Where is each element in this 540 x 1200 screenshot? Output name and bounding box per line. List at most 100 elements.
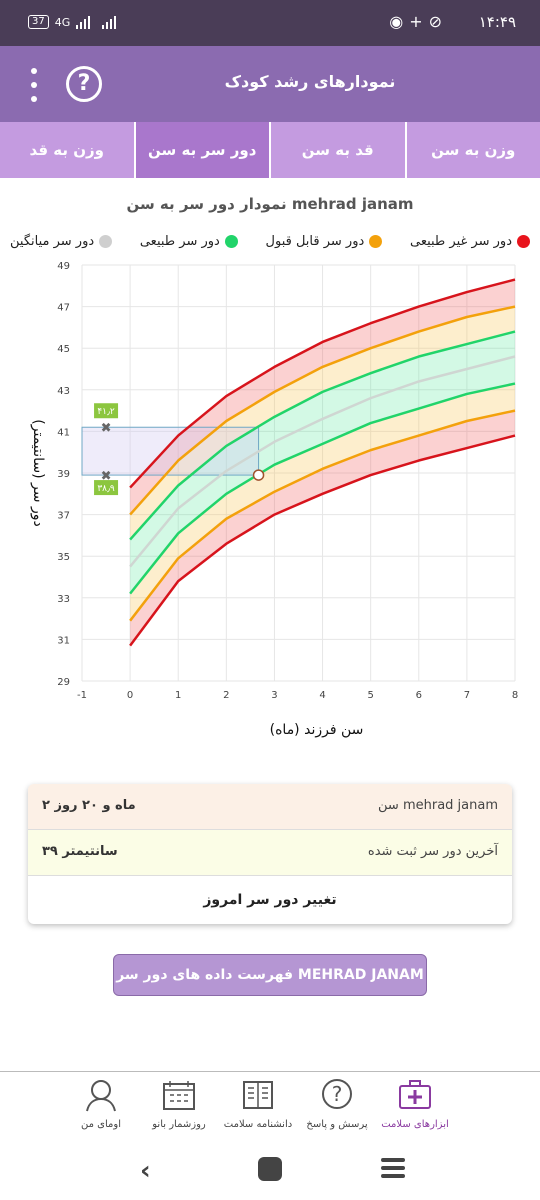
last-measurement-label: آخرین دور سر ثبت شده xyxy=(367,844,498,859)
change-today-button[interactable]: تغییر دور سر امروز xyxy=(203,892,337,908)
x-tick-label: 6 xyxy=(416,690,422,701)
x-tick-label: 5 xyxy=(367,690,373,701)
x-tick-label: 7 xyxy=(464,690,470,701)
nav-label-health-tools: ابزارهای سلامت xyxy=(381,1119,449,1130)
book-icon xyxy=(243,1081,273,1109)
y-tick-label: 33 xyxy=(57,594,70,605)
data-list-button[interactable]: فهرست داده های دور سر MEHRAD JANAM xyxy=(113,954,427,996)
last-measurement-value: ۳۹ سانتیمتر xyxy=(42,844,118,859)
last-measurement-row: آخرین دور سر ثبت شده ۳۹ سانتیمتر xyxy=(28,830,512,876)
marker-badge-label-1: ۳۸٫۹ xyxy=(97,484,115,494)
y-tick-label: 39 xyxy=(57,469,70,480)
series-line-5 xyxy=(129,305,516,516)
calendar-icon xyxy=(163,1081,195,1110)
svg-text:?: ? xyxy=(332,1082,343,1106)
clock: ۱۴:۴۹ xyxy=(478,13,516,31)
band-fill xyxy=(130,306,515,540)
legend-dot-normal xyxy=(224,235,238,248)
woman-avatar-icon xyxy=(86,1080,116,1112)
band-fill xyxy=(130,279,515,515)
notification-icons: ◉+⊘ xyxy=(389,12,448,31)
home-icon[interactable] xyxy=(258,1157,282,1181)
y-tick-label: 43 xyxy=(57,386,70,397)
band-fill xyxy=(130,410,515,646)
status-left: 37 4G xyxy=(28,15,117,29)
x-tick-label: 1 xyxy=(175,690,181,701)
y-tick-label: 37 xyxy=(57,511,70,522)
series-line-2 xyxy=(129,382,516,595)
plus-icon: + xyxy=(409,12,429,31)
tab-weight-for-age[interactable]: وزن به سن xyxy=(431,141,516,159)
nav-label-qa: پرسش و پاسخ xyxy=(306,1119,368,1130)
y-tick-label: 47 xyxy=(57,303,70,314)
x-tick-label: 8 xyxy=(512,690,518,701)
y-tick-label: 49 xyxy=(57,261,70,272)
series-line-4 xyxy=(129,330,516,541)
recents-icon[interactable] xyxy=(381,1158,405,1178)
legend-label-average: دور سر میانگین xyxy=(10,234,95,249)
marker-badge-0 xyxy=(94,403,119,419)
age-label: سن mehrad janam xyxy=(378,798,498,813)
marker-badge-1 xyxy=(94,480,119,496)
legend-label-acceptable: دور سر قابل قبول xyxy=(265,234,365,249)
x-tick-label: 2 xyxy=(223,690,229,701)
tab-weight-for-height[interactable]: وزن به قد xyxy=(0,122,136,178)
overflow-menu-icon[interactable] xyxy=(28,68,40,102)
page-title: نمودارهای رشد کودک xyxy=(224,72,396,91)
y-tick-label: 31 xyxy=(57,635,70,646)
marker-x-1: ✖ xyxy=(101,469,112,484)
series-line-6 xyxy=(129,278,516,489)
y-tick-label: 45 xyxy=(57,344,70,355)
legend-dot-average xyxy=(99,235,113,248)
series-line-3 xyxy=(129,355,516,568)
marker-x-0: ✖ xyxy=(101,421,112,436)
tab-height-for-age[interactable]: قد به سن xyxy=(271,122,407,178)
mute-icon: ⊘ xyxy=(428,12,448,31)
age-value: ۲ ماه و ۲۰ روز xyxy=(42,798,136,813)
nav-encyclopedia[interactable]: دانشنامه سلامت xyxy=(213,1078,303,1130)
tab-bar: وزن به قد دور سر به سن قد به سن وزن به س… xyxy=(0,122,540,178)
question-bubble-icon: ? xyxy=(322,1079,352,1109)
network-label: 4G xyxy=(54,15,71,29)
tab-head-for-age[interactable]: دور سر به سن xyxy=(135,122,271,178)
legend-item-normal[interactable]: دور سر طبیعی xyxy=(140,234,238,249)
measurement-point xyxy=(252,469,265,481)
band-fill xyxy=(130,383,515,621)
x-axis-label: سن فرزند (ماه) xyxy=(270,722,364,738)
legend-item-acceptable[interactable]: دور سر قابل قبول xyxy=(266,234,383,249)
x-tick-label: -1 xyxy=(77,690,87,701)
status-bar: 37 4G ◉+⊘ ۱۴:۴۹ xyxy=(0,0,540,46)
x-tick-label: 0 xyxy=(127,690,133,701)
x-tick-label: 3 xyxy=(271,690,277,701)
nav-label-calendar: روزشمار بانو xyxy=(152,1119,206,1130)
nav-label-my-profile: اومای من xyxy=(81,1119,121,1130)
nav-calendar[interactable]: روزشمار بانو xyxy=(134,1078,224,1130)
y-tick-label: 41 xyxy=(57,427,70,438)
marker-badge-label-0: ۴۱٫۲ xyxy=(97,407,115,417)
legend-item-abnormal[interactable]: دور سر غیر طبیعی xyxy=(410,234,530,249)
band-fill xyxy=(130,356,515,594)
back-icon[interactable]: ‹ xyxy=(140,1156,151,1186)
chart-title: نمودار دور سر به سن mehrad janam xyxy=(126,195,414,213)
series-line-0 xyxy=(129,434,516,647)
x-tick-label: 4 xyxy=(319,690,325,701)
battery-icon: 37 xyxy=(28,15,49,29)
whatsapp-icon: ◉ xyxy=(389,12,410,31)
series-line-1 xyxy=(129,409,516,622)
chart-legend: دور سر غیر طبیعی دور سر قابل قبول دور سر… xyxy=(10,234,530,249)
system-navigation: ‹ xyxy=(0,1138,540,1200)
y-axis-label: دور سر (سانتیمتر) xyxy=(30,419,46,526)
info-card: سن mehrad janam ۲ ماه و ۲۰ روز آخرین دور… xyxy=(28,784,512,924)
nav-qa[interactable]: ? پرسش و پاسخ xyxy=(292,1078,382,1130)
legend-item-average[interactable]: دور سر میانگین xyxy=(10,234,113,249)
signal-icon xyxy=(76,15,91,29)
nav-label-encyclopedia: دانشنامه سلامت xyxy=(223,1119,293,1130)
medical-kit-icon xyxy=(399,1080,431,1109)
help-icon[interactable]: ? xyxy=(66,66,102,102)
nav-health-tools[interactable]: ابزارهای سلامت xyxy=(370,1078,460,1130)
nav-my-profile[interactable]: اومای من xyxy=(56,1078,146,1130)
signal-icon-2 xyxy=(102,15,117,29)
age-row: سن mehrad janam ۲ ماه و ۲۰ روز xyxy=(28,784,512,830)
legend-dot-acceptable xyxy=(369,235,383,248)
